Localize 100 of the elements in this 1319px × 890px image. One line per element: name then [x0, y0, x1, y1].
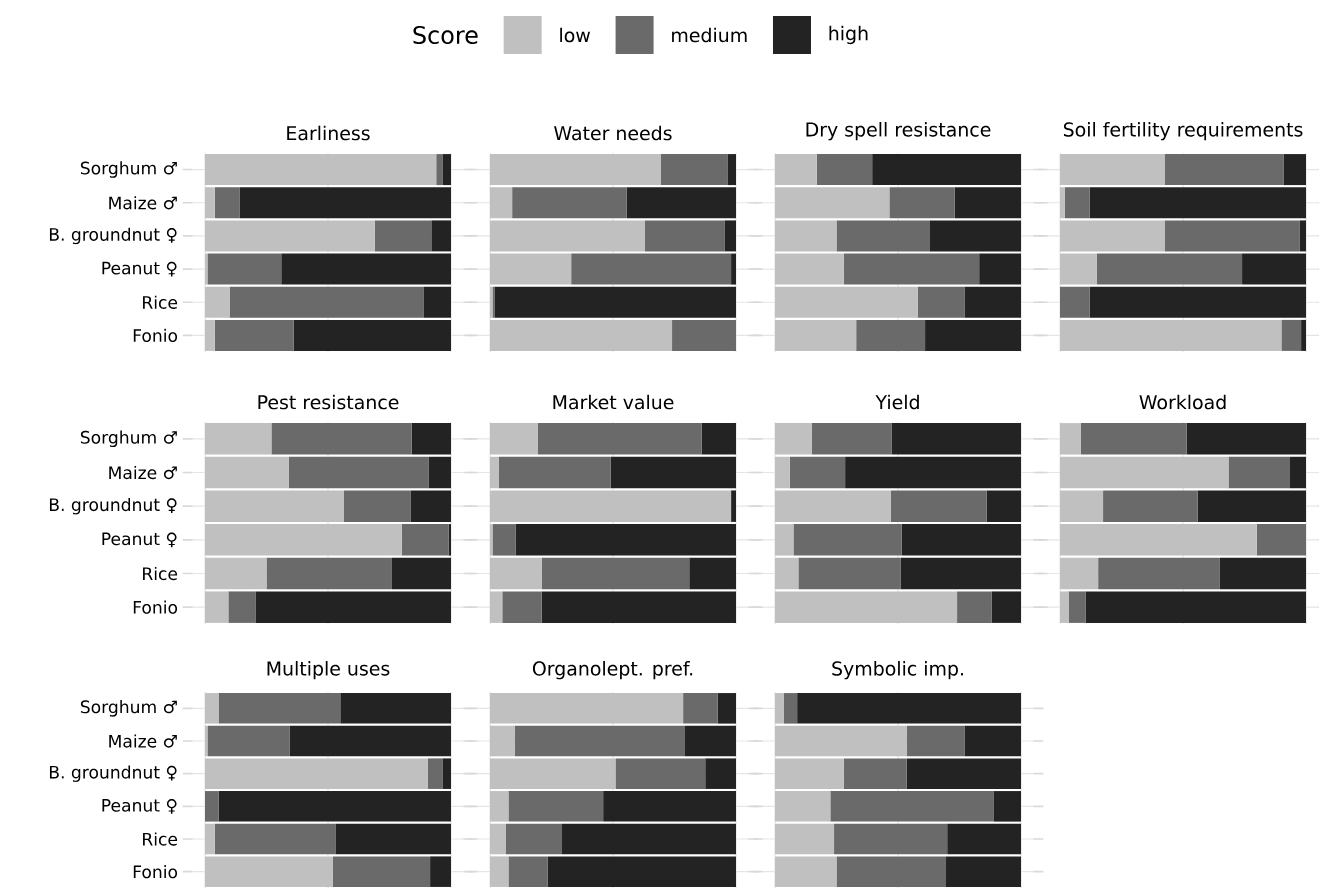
bar — [490, 319, 673, 351]
bar — [411, 423, 451, 455]
bar — [541, 591, 737, 623]
bar — [1064, 187, 1090, 219]
bar — [391, 557, 451, 590]
bar — [281, 253, 451, 285]
bar — [214, 319, 294, 351]
bar — [1242, 253, 1307, 285]
bar — [836, 856, 946, 887]
bar — [889, 187, 955, 219]
bar — [843, 758, 907, 789]
bar — [775, 286, 918, 318]
bar — [775, 490, 891, 522]
legend-label: low — [560, 27, 590, 43]
bar — [964, 725, 1022, 757]
bar — [775, 154, 817, 186]
bar — [954, 187, 1022, 219]
bar — [993, 791, 1022, 822]
chart-title: Market value — [553, 394, 674, 410]
bar — [205, 856, 333, 887]
bar — [239, 187, 451, 219]
bar — [1060, 557, 1099, 590]
legend-label: medium — [672, 27, 747, 43]
bar — [724, 220, 737, 252]
bar — [603, 791, 737, 822]
bar — [775, 220, 837, 252]
bar — [332, 856, 431, 887]
bar — [205, 286, 230, 318]
bar — [205, 693, 219, 724]
bar — [205, 823, 215, 855]
bar — [498, 456, 611, 489]
bar — [1060, 319, 1282, 351]
bar — [1197, 490, 1307, 522]
bar — [731, 490, 737, 522]
bar — [490, 591, 503, 623]
chart-title: Pest resistance — [258, 394, 399, 410]
bar — [1096, 253, 1243, 285]
bar — [775, 253, 844, 285]
bar — [218, 791, 451, 822]
bar — [1290, 456, 1307, 489]
bar — [547, 856, 737, 887]
bar — [515, 524, 737, 556]
bar — [229, 286, 424, 318]
bar — [811, 423, 892, 455]
bar — [789, 456, 846, 489]
bar — [775, 557, 799, 590]
bar — [856, 319, 926, 351]
bar — [717, 693, 737, 724]
bar — [205, 557, 267, 590]
bar — [431, 220, 451, 252]
bar — [775, 456, 790, 489]
bar — [228, 591, 256, 623]
bar — [1098, 557, 1220, 590]
bar — [964, 286, 1022, 318]
y-tick-label: Peanut ♀ — [102, 532, 177, 548]
y-tick-label: Rice — [143, 832, 178, 846]
bar — [423, 286, 451, 318]
bar — [660, 154, 728, 186]
bar — [207, 253, 282, 285]
chart-title: Organolept. pref. — [532, 661, 693, 680]
bar — [900, 557, 1022, 590]
bar — [214, 823, 336, 855]
bar — [490, 490, 732, 522]
bar — [1228, 456, 1291, 489]
bar — [541, 557, 690, 590]
chart-title: Workload — [1139, 394, 1226, 410]
bar — [490, 856, 509, 887]
bar — [816, 154, 873, 186]
bar — [571, 253, 732, 285]
bar — [427, 758, 443, 789]
bar — [1219, 557, 1307, 590]
bar — [689, 557, 737, 590]
bar — [1080, 423, 1187, 455]
bar — [843, 253, 980, 285]
bar — [991, 591, 1022, 623]
bar — [255, 591, 451, 623]
chart-title: Yield — [875, 394, 919, 410]
legend-title: Score — [413, 25, 478, 45]
bar — [947, 823, 1022, 855]
bar — [205, 187, 215, 219]
bar — [490, 154, 661, 186]
bar — [1089, 187, 1307, 219]
bar — [214, 187, 240, 219]
bar — [490, 791, 509, 822]
y-tick-label: Maize ♂ — [109, 465, 177, 480]
bar — [205, 591, 229, 623]
bar — [1085, 591, 1307, 623]
bar — [205, 791, 219, 822]
y-tick-label: Fonio — [133, 600, 178, 614]
bar — [271, 423, 412, 455]
bar — [626, 187, 737, 219]
bar — [293, 319, 451, 351]
bar — [872, 154, 1022, 186]
bar — [672, 319, 737, 351]
y-tick-label: B. groundnut ♀ — [49, 765, 177, 782]
y-tick-label: Sorghum ♂ — [80, 161, 177, 178]
bar — [890, 490, 987, 522]
chart-title: Water needs — [554, 125, 672, 141]
bar — [830, 791, 994, 822]
bar — [917, 286, 965, 318]
